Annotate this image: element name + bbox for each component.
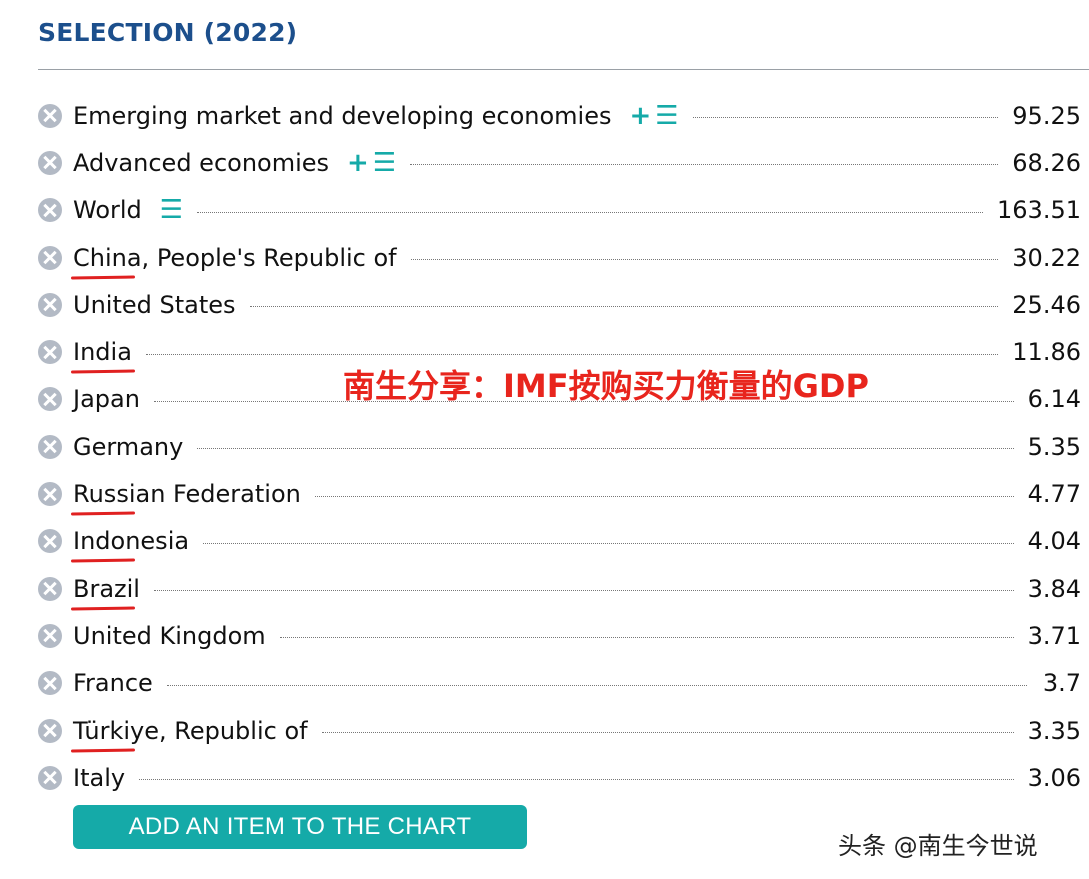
dotted-leader (139, 779, 1014, 781)
annotation-underline (70, 606, 136, 611)
list-icon[interactable]: ☰ (159, 195, 184, 226)
dotted-leader (166, 684, 1027, 686)
list-item: United Kingdom 3.71 (38, 612, 1081, 659)
list-item: India 11.86 (38, 328, 1081, 375)
list-item: Emerging market and developing economies… (38, 92, 1081, 139)
remove-item-icon[interactable] (38, 103, 62, 128)
item-value: 11.86 (1012, 338, 1081, 367)
add-item-button[interactable]: ADD AN ITEM TO THE CHART (73, 805, 527, 849)
item-value: 68.26 (1012, 148, 1081, 177)
list-item: World ☰ 163.51 (38, 187, 1081, 234)
remove-item-icon[interactable] (38, 245, 62, 270)
section-title: SELECTION (2022) (38, 18, 298, 47)
item-actions: + ☰ (347, 148, 396, 178)
item-value: 5.35 (1027, 432, 1081, 461)
remove-item-icon[interactable] (38, 198, 62, 223)
dotted-leader (314, 495, 1014, 497)
item-name: China, People's Republic of (70, 244, 397, 280)
dotted-leader (410, 259, 999, 261)
dotted-leader (279, 637, 1014, 639)
item-name: India (70, 338, 136, 374)
dotted-leader (410, 164, 999, 166)
divider (38, 69, 1089, 70)
item-name: Japan (73, 385, 140, 414)
item-value: 4.04 (1027, 527, 1081, 556)
item-name: Türkiye, Republic of (70, 717, 308, 753)
selection-list: Emerging market and developing economies… (38, 92, 1081, 801)
plus-icon[interactable]: + (347, 147, 369, 178)
item-name: Emerging market and developing economies (73, 101, 612, 130)
item-name: Russian Federation (70, 480, 301, 516)
item-name: Brazil (70, 575, 140, 611)
list-item: Advanced economies + ☰ 68.26 (38, 139, 1081, 186)
remove-item-icon[interactable] (38, 340, 62, 365)
remove-item-icon[interactable] (38, 576, 62, 601)
item-name: United Kingdom (73, 621, 266, 650)
dotted-leader (249, 306, 999, 308)
list-item: Italy 3.06 (38, 754, 1081, 801)
remove-item-icon[interactable] (38, 387, 62, 412)
annotation-underline (70, 747, 136, 753)
item-value: 30.22 (1012, 243, 1081, 272)
item-value: 163.51 (997, 196, 1081, 225)
list-icon[interactable]: ☰ (372, 147, 397, 178)
remove-item-icon[interactable] (38, 292, 62, 317)
list-item: United States 25.46 (38, 281, 1081, 328)
item-name: Germany (73, 432, 184, 461)
list-item: Japan 6.14 (38, 376, 1081, 423)
dotted-leader (153, 400, 1014, 402)
dotted-leader (321, 732, 1014, 733)
item-value: 3.06 (1027, 763, 1081, 792)
list-item: Brazil 3.84 (38, 565, 1081, 612)
remove-item-icon[interactable] (38, 529, 62, 554)
list-item: France 3.7 (38, 660, 1081, 707)
item-value: 3.7 (1042, 669, 1081, 698)
list-item: Indonesia 4.04 (38, 518, 1081, 565)
item-value: 3.84 (1027, 574, 1081, 603)
remove-item-icon[interactable] (38, 150, 62, 175)
item-name: Advanced economies (73, 148, 330, 177)
remove-item-icon[interactable] (38, 765, 62, 790)
annotation-underline (70, 274, 136, 280)
item-name: Italy (73, 763, 126, 792)
dotted-leader (203, 542, 1014, 544)
annotation-underline (70, 558, 136, 563)
dotted-leader (145, 353, 999, 355)
item-value: 95.25 (1012, 101, 1081, 130)
plus-icon[interactable]: + (629, 100, 652, 131)
dotted-leader (197, 448, 1014, 450)
dotted-leader (153, 590, 1014, 592)
item-name: Indonesia (70, 527, 189, 563)
dotted-leader (197, 211, 984, 213)
item-actions: ☰ (160, 195, 183, 225)
dotted-leader (692, 117, 999, 119)
remove-item-icon[interactable] (38, 623, 62, 648)
item-name: World (73, 196, 142, 225)
remove-item-icon[interactable] (38, 482, 62, 507)
list-item: Germany 5.35 (38, 423, 1081, 470)
item-name: France (73, 669, 153, 698)
remove-item-icon[interactable] (38, 718, 62, 743)
annotation-underline (70, 369, 136, 374)
list-item: Türkiye, Republic of 3.35 (38, 707, 1081, 754)
item-value: 6.14 (1027, 385, 1081, 414)
item-value: 4.77 (1027, 480, 1081, 509)
annotation-underline (70, 511, 136, 516)
list-item: Russian Federation 4.77 (38, 470, 1081, 517)
item-actions: + ☰ (629, 101, 678, 131)
list-icon[interactable]: ☰ (655, 100, 679, 131)
item-value: 25.46 (1012, 290, 1081, 319)
watermark: 头条 @南生今世说 (838, 832, 1038, 860)
item-value: 3.71 (1027, 621, 1081, 650)
item-value: 3.35 (1027, 716, 1081, 745)
remove-item-icon[interactable] (38, 671, 62, 696)
list-item: China, People's Republic of 30.22 (38, 234, 1081, 281)
remove-item-icon[interactable] (38, 434, 62, 459)
overlay-caption: 南生分享：IMF按购买力衡量的GDP (343, 367, 869, 405)
item-name: United States (73, 290, 236, 319)
